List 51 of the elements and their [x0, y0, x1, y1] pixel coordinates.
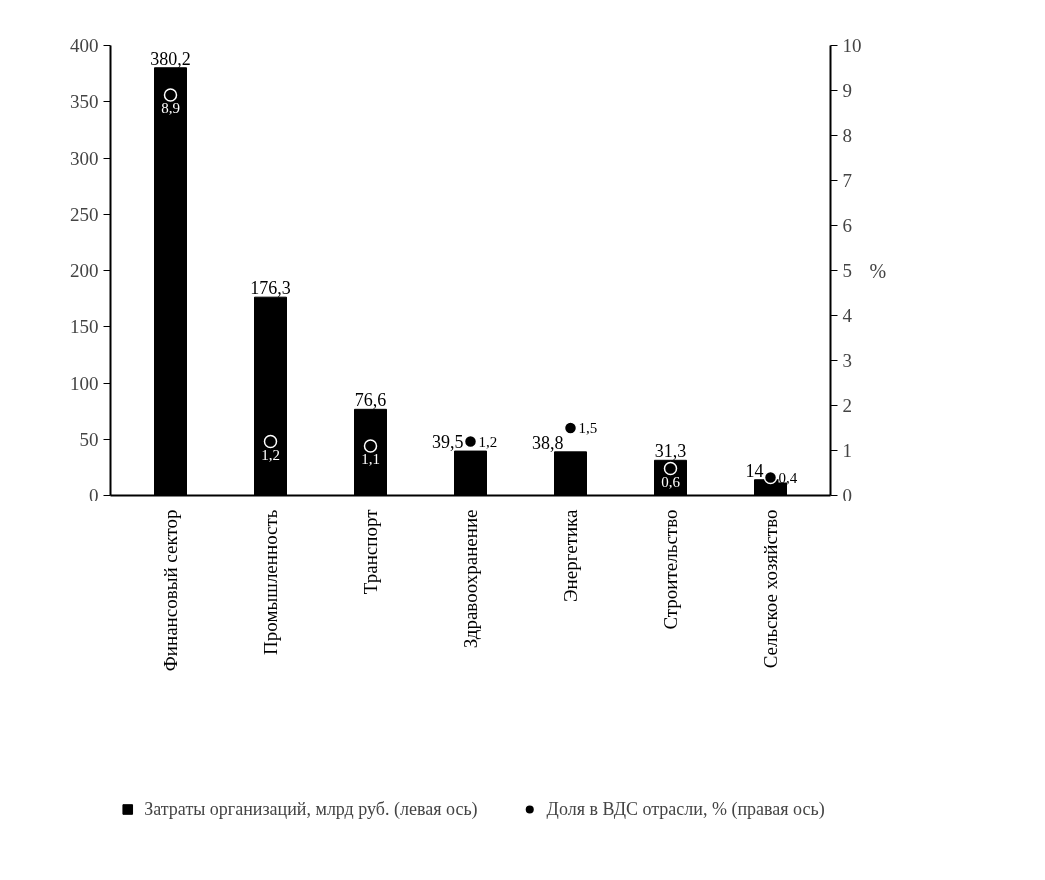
x-tick-label: Здравоохранение	[460, 509, 481, 649]
y-tick-label: 50	[79, 428, 99, 450]
point	[563, 421, 578, 435]
y-tick-label: 250	[70, 203, 99, 225]
y2-tick-label: 7	[842, 170, 852, 191]
data-label: 14	[745, 460, 764, 481]
data-label: 8,9	[161, 100, 180, 116]
point	[763, 470, 778, 485]
x-tick-label: Транспорт	[360, 508, 381, 595]
data-label: 1,5	[578, 420, 598, 436]
y2-tick-label: 4	[842, 305, 853, 326]
data-label: 38,8	[532, 432, 564, 453]
point	[163, 88, 178, 102]
legend-label: Доля в ВДС отрасли, % (правая ось)	[546, 798, 825, 820]
y2-tick-label: 9	[842, 80, 852, 101]
point	[363, 439, 378, 453]
data-label: 0,4	[778, 469, 798, 486]
x-tick-label: Энергетика	[560, 508, 581, 602]
y-tick-label: 300	[70, 147, 99, 169]
y2-axis-title: %	[869, 259, 887, 282]
y2-tick-label: 8	[842, 125, 852, 146]
y-tick-label: 200	[70, 260, 99, 281]
point	[263, 434, 278, 449]
data-label: 31,3	[654, 441, 687, 462]
y2-tick-label: 0	[842, 484, 852, 506]
x-tick-label: Промышленность	[260, 509, 281, 655]
y-tick-label: 100	[70, 372, 99, 394]
legend-label: Затраты организаций, млрд руб. (левая ось)	[144, 798, 478, 820]
data-label: 1,2	[261, 446, 280, 463]
y-tick-label: 0	[89, 484, 99, 506]
point	[463, 434, 478, 449]
y-tick-label: 350	[70, 91, 99, 113]
data-label: 1,1	[361, 451, 380, 467]
data-label: 176,3	[250, 278, 291, 299]
y2-tick-label: 3	[842, 350, 852, 371]
point	[663, 461, 678, 476]
y2-tick-label: 1	[842, 440, 852, 461]
data-label: 39,5	[432, 432, 464, 453]
y-tick-label: 400	[70, 35, 99, 56]
y2-tick-label: 10	[842, 35, 862, 56]
y-tick-label: 150	[70, 316, 99, 338]
data-label: 0,6	[661, 473, 681, 490]
x-tick-label: Сельское хозяйство	[760, 509, 781, 669]
x-tick-label: Строительство	[660, 509, 681, 630]
y2-tick-label: 2	[842, 395, 852, 416]
y2-tick-label: 5	[842, 260, 852, 281]
data-label: 380,2	[150, 48, 191, 69]
data-label: 76,6	[354, 390, 387, 411]
y2-tick-label: 6	[842, 215, 852, 236]
data-label: 1,2	[478, 433, 498, 450]
x-tick-label: Финансовый сектор	[160, 509, 181, 672]
